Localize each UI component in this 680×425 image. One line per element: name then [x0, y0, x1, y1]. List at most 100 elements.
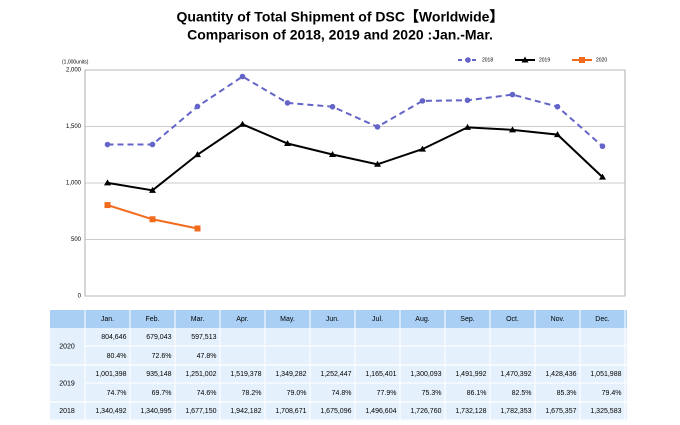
data-point	[554, 103, 561, 110]
table-ratio: 75.3%	[422, 390, 442, 397]
table-value: 804,646	[101, 334, 126, 341]
data-point	[149, 216, 156, 223]
table-ratio: 82.5%	[512, 390, 532, 397]
row-label: 2020	[59, 343, 75, 350]
table-ratio: 47.8%	[197, 353, 217, 360]
table-value: 1,677,150	[185, 408, 216, 415]
table-value: 935,148	[146, 371, 171, 378]
table-value: 1,001,398	[95, 371, 126, 378]
y-tick-label: 0	[78, 294, 82, 300]
data-point	[239, 120, 246, 127]
data-point	[554, 131, 561, 138]
table-ratio: 78.2%	[242, 390, 262, 397]
chart-subtitle: Comparison of 2018, 2019 and 2020 :Jan.-…	[187, 27, 493, 43]
data-point	[194, 225, 201, 232]
data-point	[599, 173, 606, 180]
table-value: 1,496,604	[365, 408, 396, 415]
table-ratio: 77.9%	[377, 390, 397, 397]
data-point	[194, 151, 201, 158]
x-tick-label: Mar.	[191, 316, 205, 323]
data-point	[104, 179, 111, 186]
x-tick-label: Sep.	[460, 316, 474, 323]
data-point	[149, 141, 156, 148]
series-line	[107, 123, 604, 192]
table-value: 679,043	[146, 334, 171, 341]
data-point	[329, 103, 336, 110]
table-value: 1,349,282	[275, 371, 306, 378]
table-value: 1,325,583	[590, 408, 621, 415]
row-label: 2018	[59, 408, 75, 415]
data-point	[329, 150, 336, 157]
y-tick-label: 2,000	[66, 68, 82, 74]
table-ratio: 80.4%	[107, 353, 127, 360]
data-point	[419, 145, 426, 152]
table-ratio: 74.6%	[197, 390, 217, 397]
table-ratio: 79.4%	[602, 390, 622, 397]
data-point	[149, 186, 156, 193]
table-value: 1,428,436	[545, 371, 576, 378]
table-value: 1,165,401	[365, 371, 396, 378]
data-point	[194, 103, 201, 110]
data-point	[104, 202, 111, 209]
x-tick-label: Oct.	[506, 316, 519, 323]
table-ratio: 72.6%	[152, 353, 172, 360]
table-ratio: 85.3%	[557, 390, 577, 397]
row-label: 2019	[59, 380, 75, 387]
table-value: 1,340,995	[140, 408, 171, 415]
table-value: 1,708,671	[275, 408, 306, 415]
table-value: 1,251,002	[185, 371, 216, 378]
table-value: 1,300,093	[410, 371, 441, 378]
table-value: 1,470,392	[500, 371, 531, 378]
table-ratio: 69.7%	[152, 390, 172, 397]
table-ratio: 74.7%	[107, 390, 127, 397]
table-value: 1,782,353	[500, 408, 531, 415]
table-value: 1,942,182	[230, 408, 261, 415]
data-point	[284, 100, 291, 106]
legend-label: 2018	[482, 57, 493, 63]
table-value: 1,252,447	[320, 371, 351, 378]
legend-marker	[521, 56, 529, 63]
table-value: 597,513	[191, 334, 216, 341]
data-point	[464, 97, 471, 104]
table-value: 1,675,096	[320, 408, 351, 415]
data-point	[509, 91, 516, 98]
y-tick-label: 1,500	[66, 124, 82, 130]
x-tick-label: Nov.	[551, 316, 565, 323]
data-point	[374, 160, 381, 167]
x-tick-label: Jul.	[372, 316, 383, 323]
table-value: 1,726,760	[410, 408, 441, 415]
table-value: 1,675,357	[545, 408, 576, 415]
legend-marker	[579, 57, 585, 63]
table-value: 1,519,378	[230, 371, 261, 378]
chart-title: Quantity of Total Shipment of DSC【Worldw…	[177, 9, 504, 25]
x-tick-label: Apr.	[236, 316, 249, 323]
x-tick-label: Feb.	[145, 316, 159, 323]
x-tick-label: Aug.	[415, 316, 429, 323]
data-point	[284, 140, 291, 147]
x-tick-label: Jan.	[101, 316, 114, 323]
data-point	[239, 73, 246, 80]
data-point	[599, 143, 606, 150]
table-value: 1,051,988	[590, 371, 621, 378]
data-point	[419, 98, 426, 104]
table-header	[50, 310, 627, 328]
y-axis-label: (1,000units)	[62, 59, 89, 65]
series-line	[107, 75, 604, 147]
table-value: 1,340,492	[95, 408, 126, 415]
table-ratio: 86.1%	[467, 390, 487, 397]
table-ratio: 79.0%	[287, 390, 307, 397]
x-tick-label: Dec.	[595, 316, 609, 323]
y-tick-label: 1,000	[66, 181, 82, 187]
x-tick-label: May.	[280, 316, 295, 323]
table-ratio: 74.8%	[332, 390, 352, 397]
legend-label: 2019	[539, 57, 550, 63]
data-point	[104, 141, 111, 148]
y-tick-label: 500	[71, 237, 82, 243]
legend-marker	[465, 57, 471, 63]
legend-label: 2020	[596, 57, 607, 63]
table-value: 1,732,128	[455, 408, 486, 415]
x-tick-label: Jun.	[326, 316, 339, 323]
data-point	[374, 124, 381, 130]
data-point	[509, 126, 516, 133]
